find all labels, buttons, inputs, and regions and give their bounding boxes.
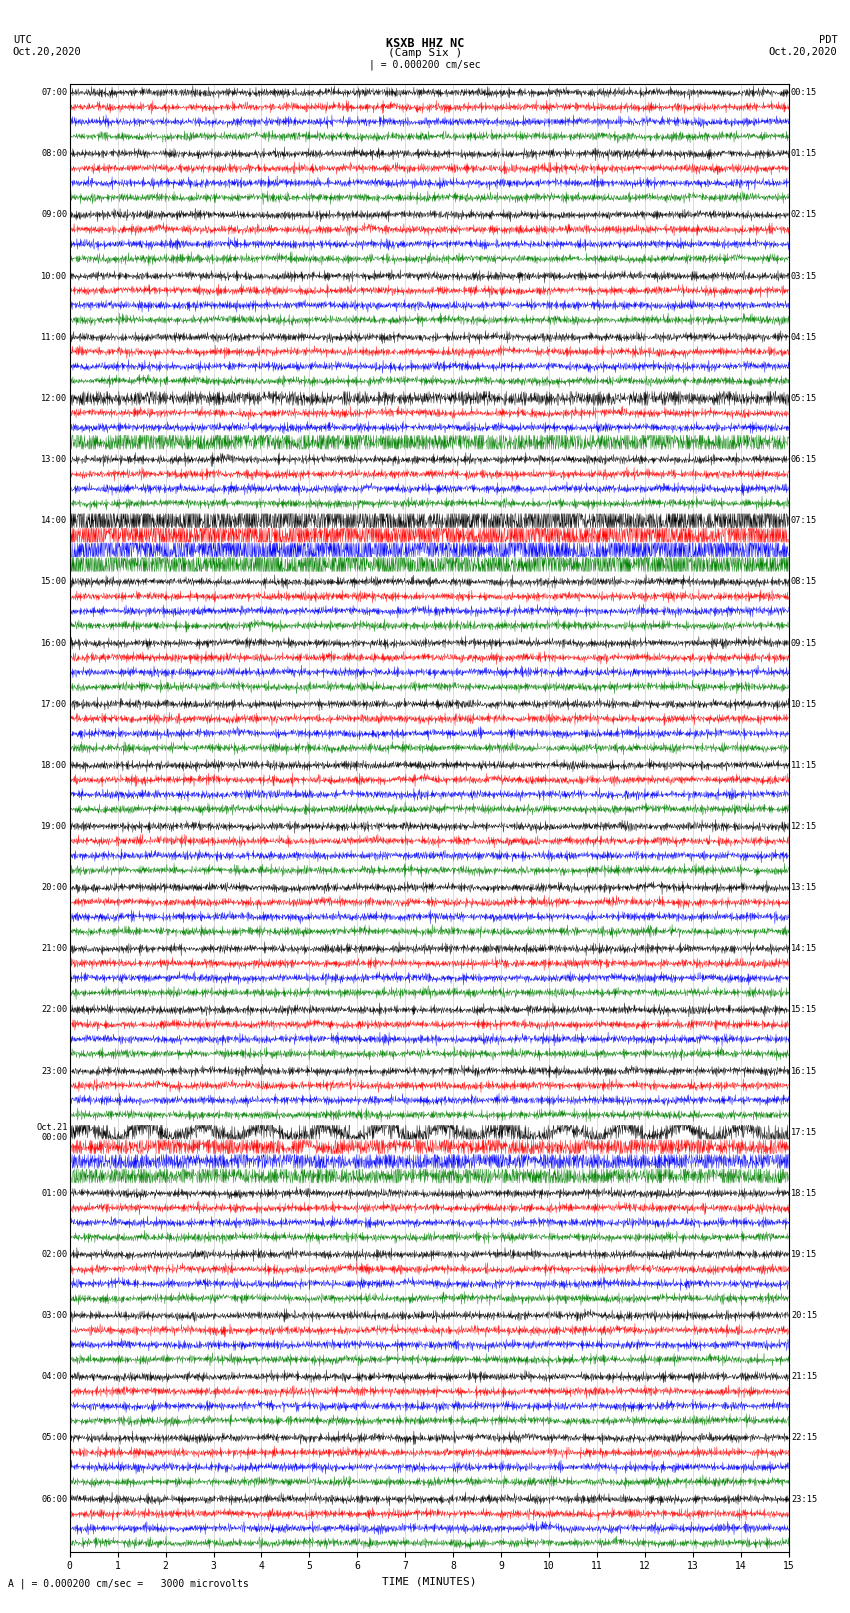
Text: (Camp Six ): (Camp Six ) [388,48,462,58]
Text: 01:15: 01:15 [791,150,817,158]
Text: 14:00: 14:00 [42,516,67,526]
Text: 20:15: 20:15 [791,1311,817,1319]
Text: 15:15: 15:15 [791,1005,817,1015]
Text: 01:00: 01:00 [42,1189,67,1198]
Text: 21:00: 21:00 [42,944,67,953]
Text: 17:00: 17:00 [42,700,67,708]
Text: 02:15: 02:15 [791,210,817,219]
Text: PDT: PDT [819,35,837,45]
Text: 12:00: 12:00 [42,394,67,403]
Text: 07:15: 07:15 [791,516,817,526]
Text: 16:00: 16:00 [42,639,67,647]
Text: 19:00: 19:00 [42,823,67,831]
Text: A | = 0.000200 cm/sec =   3000 microvolts: A | = 0.000200 cm/sec = 3000 microvolts [8,1578,249,1589]
Text: Oct.20,2020: Oct.20,2020 [768,47,837,56]
Text: UTC: UTC [13,35,31,45]
Text: 18:15: 18:15 [791,1189,817,1198]
Text: 13:00: 13:00 [42,455,67,465]
Text: Oct.21
00:00: Oct.21 00:00 [36,1123,67,1142]
Text: 20:00: 20:00 [42,882,67,892]
Text: 21:15: 21:15 [791,1373,817,1381]
X-axis label: TIME (MINUTES): TIME (MINUTES) [382,1578,477,1587]
Text: 16:15: 16:15 [791,1066,817,1076]
Text: 05:15: 05:15 [791,394,817,403]
Text: 06:00: 06:00 [42,1495,67,1503]
Text: 09:00: 09:00 [42,210,67,219]
Text: KSXB HHZ NC: KSXB HHZ NC [386,37,464,50]
Text: 00:15: 00:15 [791,89,817,97]
Text: 03:15: 03:15 [791,271,817,281]
Text: 05:00: 05:00 [42,1434,67,1442]
Text: 04:00: 04:00 [42,1373,67,1381]
Text: 02:00: 02:00 [42,1250,67,1260]
Text: 08:00: 08:00 [42,150,67,158]
Text: 10:00: 10:00 [42,271,67,281]
Text: 11:15: 11:15 [791,761,817,769]
Text: 23:00: 23:00 [42,1066,67,1076]
Text: 04:15: 04:15 [791,332,817,342]
Text: 08:15: 08:15 [791,577,817,587]
Text: 13:15: 13:15 [791,882,817,892]
Text: 23:15: 23:15 [791,1495,817,1503]
Text: 03:00: 03:00 [42,1311,67,1319]
Text: 11:00: 11:00 [42,332,67,342]
Text: 15:00: 15:00 [42,577,67,587]
Text: 09:15: 09:15 [791,639,817,647]
Text: 22:15: 22:15 [791,1434,817,1442]
Text: 14:15: 14:15 [791,944,817,953]
Text: Oct.20,2020: Oct.20,2020 [13,47,82,56]
Text: | = 0.000200 cm/sec: | = 0.000200 cm/sec [369,60,481,71]
Text: 07:00: 07:00 [42,89,67,97]
Text: 19:15: 19:15 [791,1250,817,1260]
Text: 06:15: 06:15 [791,455,817,465]
Text: 22:00: 22:00 [42,1005,67,1015]
Text: 18:00: 18:00 [42,761,67,769]
Text: 10:15: 10:15 [791,700,817,708]
Text: 17:15: 17:15 [791,1127,817,1137]
Text: 12:15: 12:15 [791,823,817,831]
